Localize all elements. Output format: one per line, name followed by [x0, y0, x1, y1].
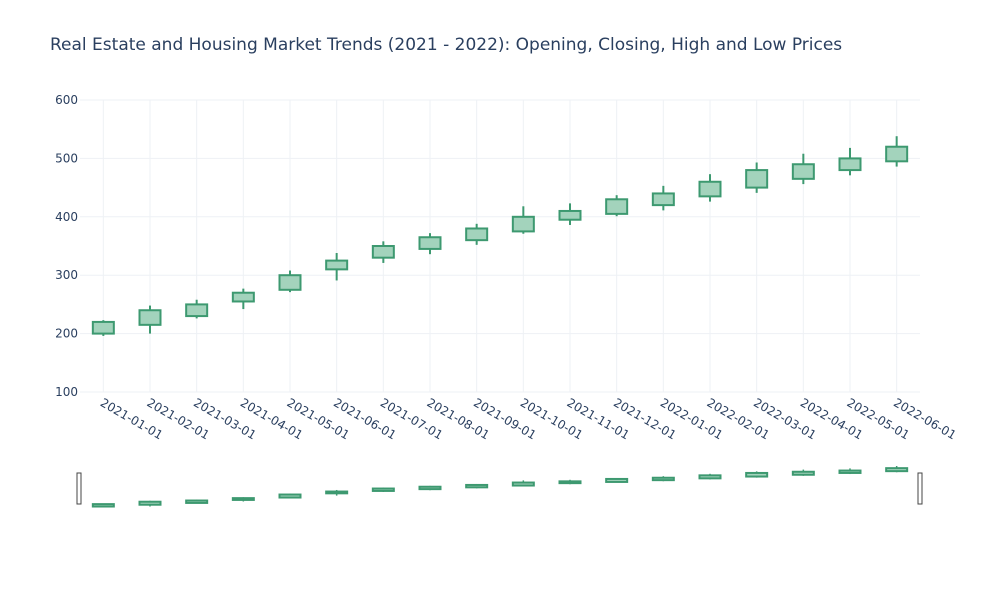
candle[interactable] — [91, 320, 115, 336]
candle[interactable] — [651, 185, 675, 211]
candle-body — [558, 209, 582, 221]
candle-body — [231, 291, 255, 303]
y-tick-label: 100 — [55, 385, 78, 399]
y-tick-label: 500 — [55, 151, 78, 165]
range-slider[interactable] — [76, 466, 923, 508]
range-slider-left-handle[interactable] — [76, 472, 82, 505]
candle-body — [745, 169, 769, 189]
y-tick-label: 600 — [55, 93, 78, 107]
candle-body — [838, 157, 862, 172]
candle-body — [325, 259, 349, 271]
range-slider-candle — [138, 500, 162, 507]
range-slider-body — [278, 493, 302, 499]
candle-body — [885, 145, 909, 163]
candle[interactable] — [511, 206, 535, 234]
x-axis-tick-labels: 2021-01-012021-02-012021-03-012021-04-01… — [98, 395, 959, 442]
candle[interactable] — [325, 253, 349, 281]
range-slider-body — [465, 483, 489, 489]
candle[interactable] — [465, 223, 489, 245]
candle-body — [91, 320, 115, 335]
range-slider-candle — [418, 485, 442, 491]
range-slider-body — [418, 485, 442, 491]
y-tick-label: 400 — [55, 210, 78, 224]
candle[interactable] — [231, 288, 255, 310]
range-slider-candle — [838, 468, 862, 475]
range-slider-body — [651, 476, 675, 482]
range-slider-body — [791, 470, 815, 476]
range-slider-candle — [278, 493, 302, 499]
candle[interactable] — [698, 174, 722, 202]
range-slider-body — [91, 503, 115, 508]
candle[interactable] — [791, 153, 815, 185]
candle[interactable] — [185, 299, 209, 319]
range-slider-body — [885, 467, 909, 473]
range-slider-right-handle[interactable] — [917, 472, 923, 505]
candle[interactable] — [418, 233, 442, 255]
candle-body — [791, 163, 815, 180]
candle[interactable] — [745, 162, 769, 193]
range-slider-candle — [231, 497, 255, 502]
range-slider-candle — [371, 487, 395, 493]
candle[interactable] — [371, 241, 395, 263]
range-slider-candle — [511, 480, 535, 487]
y-tick-label: 200 — [55, 327, 78, 341]
candle-body — [605, 198, 629, 215]
range-slider-body — [231, 497, 255, 501]
y-gridlines — [80, 99, 920, 393]
range-slider-candle — [185, 499, 209, 504]
candle-body — [465, 227, 489, 242]
chart-title: Real Estate and Housing Market Trends (2… — [50, 35, 842, 55]
range-slider-body — [558, 480, 582, 485]
x-gridlines — [102, 100, 898, 392]
candle[interactable] — [138, 305, 162, 334]
range-slider-body — [325, 490, 349, 495]
candle-body — [371, 245, 395, 259]
range-slider-body — [698, 474, 722, 480]
range-slider-candle — [698, 473, 722, 480]
candle[interactable] — [885, 136, 909, 167]
range-slider-candle — [605, 477, 629, 483]
range-slider-body — [511, 481, 535, 487]
range-slider-body — [371, 487, 395, 492]
candle-body — [698, 180, 722, 198]
range-slider-body — [185, 499, 209, 504]
candle-body — [185, 303, 209, 318]
range-slider-body — [838, 469, 862, 474]
candle-body — [138, 309, 162, 326]
candle[interactable] — [605, 195, 629, 217]
range-slider-candle — [745, 471, 769, 478]
candle-body — [651, 192, 675, 207]
candle-body — [278, 274, 302, 291]
candle[interactable] — [278, 270, 302, 293]
candle[interactable] — [838, 147, 862, 176]
range-slider-body — [745, 471, 769, 478]
candle-body — [418, 236, 442, 250]
candles[interactable] — [91, 136, 909, 336]
range-slider-candle — [325, 489, 349, 496]
range-slider-candle — [885, 466, 909, 473]
y-axis-tick-labels: 100 200 300 400 500 600 — [55, 93, 78, 399]
range-slider-body — [138, 500, 162, 506]
candle-body — [511, 215, 535, 233]
range-slider-candles — [91, 466, 909, 508]
range-slider-candle — [651, 476, 675, 482]
y-tick-label: 300 — [55, 268, 78, 282]
range-slider-candle — [558, 479, 582, 485]
range-slider-body — [605, 477, 629, 483]
range-slider-candle — [791, 469, 815, 476]
candle[interactable] — [558, 203, 582, 225]
range-slider-candle — [465, 483, 489, 489]
range-slider-candle — [91, 503, 115, 508]
